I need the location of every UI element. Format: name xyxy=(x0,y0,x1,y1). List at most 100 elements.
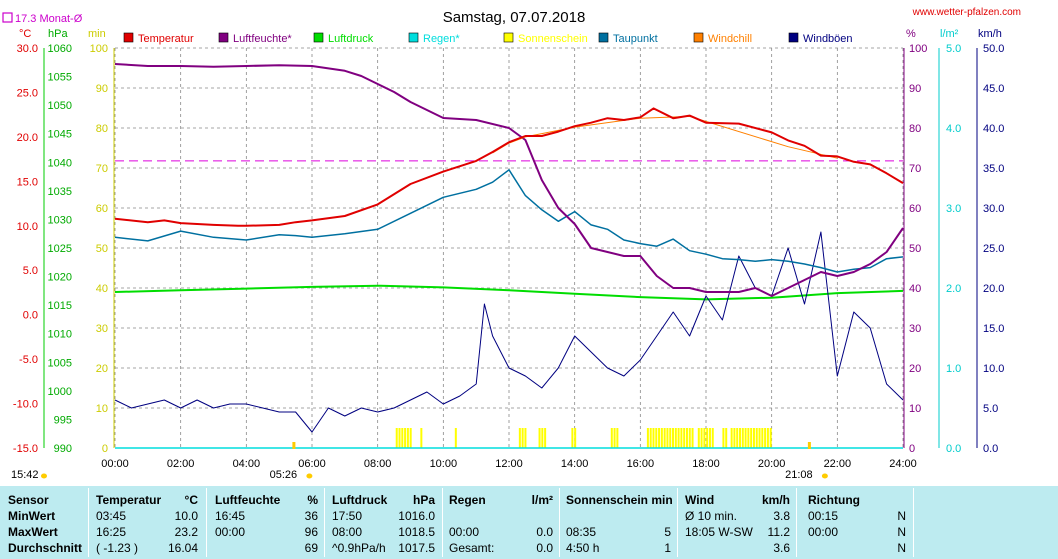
temp-tick-label: 15.0 xyxy=(17,176,38,188)
sunshine-bar xyxy=(674,428,677,448)
sun-icon xyxy=(41,473,47,479)
table-column-unit: hPa xyxy=(412,493,435,507)
temp-tick-label: 30.0 xyxy=(17,43,38,55)
table-cell-time: ^0.9hPa/h xyxy=(332,541,386,555)
pressure-tick-label: 1035 xyxy=(48,186,72,198)
table-column-header: Temperatur xyxy=(96,493,162,507)
wind-tick-label: 10.0 xyxy=(983,363,1004,375)
time-tick-label: 12:00 xyxy=(495,458,523,470)
temp-tick-label: 20.0 xyxy=(17,132,38,144)
humidity-tick-right: 0 xyxy=(909,443,915,455)
pressure-tick-label: 1060 xyxy=(48,43,72,55)
table-cell-time: 4:50 h xyxy=(566,541,600,555)
temp-tick-label: 0.0 xyxy=(23,310,38,322)
sunshine-bar xyxy=(711,428,714,448)
wind-tick-label: 25.0 xyxy=(983,243,1004,255)
sunshine-bar xyxy=(685,428,688,448)
humidity-tick-left: 50 xyxy=(96,243,108,255)
humidity-tick-left: 20 xyxy=(96,363,108,375)
humidity-tick-left: 30 xyxy=(96,323,108,335)
temp-unit-label: °C xyxy=(19,28,31,40)
wind-tick-label: 5.0 xyxy=(983,403,998,415)
humidity-tick-left: 80 xyxy=(96,123,108,135)
sunshine-bar xyxy=(613,428,616,448)
table-cell-value: 0.0 xyxy=(536,541,553,555)
sunshine-bar xyxy=(544,428,547,448)
sunshine-bar xyxy=(706,428,709,448)
sunshine-bar xyxy=(660,428,663,448)
sunshine-bar xyxy=(672,428,675,448)
pressure-tick-label: 1040 xyxy=(48,157,72,169)
series-line-taupunkt xyxy=(114,169,904,273)
sunshine-bar xyxy=(571,428,574,448)
legend-label: Regen* xyxy=(423,33,460,45)
humidity-tick-right: 70 xyxy=(909,163,921,175)
sunshine-bar xyxy=(652,428,655,448)
humidity-tick-right: 80 xyxy=(909,123,921,135)
sunshine-bar xyxy=(574,428,577,448)
table-column-header: Luftfeuchte xyxy=(215,493,281,507)
sunshine-bar xyxy=(666,428,669,448)
rain-tick-label: 5.0 xyxy=(946,43,961,55)
table-divider xyxy=(796,488,797,557)
sunshine-bar xyxy=(708,428,711,448)
sunshine-bar xyxy=(616,428,619,448)
humidity-tick-left: 70 xyxy=(96,163,108,175)
sunshine-bar xyxy=(741,428,744,448)
sunshine-bar xyxy=(677,428,680,448)
time-tick-label: 04:00 xyxy=(233,458,261,470)
table-cell-value: 1018.5 xyxy=(398,525,435,539)
temp-tick-label: 5.0 xyxy=(23,265,38,277)
sunshine-bar xyxy=(401,428,404,448)
table-column-unit: km/h xyxy=(761,493,790,507)
sunshine-bar xyxy=(766,428,769,448)
temp-tick-label: -5.0 xyxy=(19,354,38,366)
sunshine-bar xyxy=(755,428,758,448)
wind-tick-label: 35.0 xyxy=(983,163,1004,175)
sunshine-bar xyxy=(752,428,755,448)
humidity-unit-right: % xyxy=(906,28,916,40)
table-column-header: Luftdruck xyxy=(332,493,388,507)
humidity-tick-left: 40 xyxy=(96,283,108,295)
table-cell-value: 0.0 xyxy=(536,525,553,539)
sunshine-bar xyxy=(750,428,753,448)
time-tick-label: 14:00 xyxy=(561,458,589,470)
monthly-avg-label: 17.3 Monat-Ø xyxy=(15,13,83,25)
temp-tick-label: 10.0 xyxy=(17,221,38,233)
sunset-label: 21:08 xyxy=(785,469,813,481)
sunshine-bar xyxy=(769,428,772,448)
sunshine-bar xyxy=(725,428,728,448)
wind-unit-label: km/h xyxy=(978,28,1002,40)
table-cell-value: 16.04 xyxy=(167,541,198,555)
pressure-tick-label: 1030 xyxy=(48,214,72,226)
table-cell-time: 08:35 xyxy=(566,525,597,539)
sunshine-bar xyxy=(700,428,703,448)
table-row-label: Sensor xyxy=(8,493,49,507)
sunshine-bar xyxy=(518,428,521,448)
sunrise-marker xyxy=(292,442,296,449)
humidity-tick-right: 30 xyxy=(909,323,921,335)
table-cell-value: 3.8 xyxy=(773,509,790,523)
site-url: www.wetter-pfalzen.com xyxy=(912,7,1021,18)
legend-swatch xyxy=(503,32,514,43)
time-tick-label: 24:00 xyxy=(889,458,917,470)
rain-tick-label: 2.0 xyxy=(946,283,961,295)
time-markers: 05:26 21:08 15:42 xyxy=(11,442,828,481)
table-cell-time: 17:50 xyxy=(332,509,363,523)
sunshine-bars xyxy=(395,428,772,448)
sunshine-bar xyxy=(697,428,700,448)
sunshine-bar xyxy=(395,428,398,448)
humidity-tick-right: 10 xyxy=(909,403,921,415)
table-cell-time: ( -1.23 ) xyxy=(96,541,139,555)
time-tick-label: 02:00 xyxy=(167,458,195,470)
sunset-marker xyxy=(807,442,811,449)
table-cell-value: 11.2 xyxy=(767,525,790,539)
chart-title: Samstag, 07.07.2018 xyxy=(443,9,586,26)
pressure-tick-label: 1000 xyxy=(48,386,72,398)
wind-tick-label: 15.0 xyxy=(983,323,1004,335)
pressure-tick-label: 990 xyxy=(54,443,72,455)
humidity-tick-right: 100 xyxy=(909,43,927,55)
monthly-avg-swatch xyxy=(2,12,13,23)
time-tick-label: 18:00 xyxy=(692,458,720,470)
pressure-unit-label: hPa xyxy=(48,28,68,40)
